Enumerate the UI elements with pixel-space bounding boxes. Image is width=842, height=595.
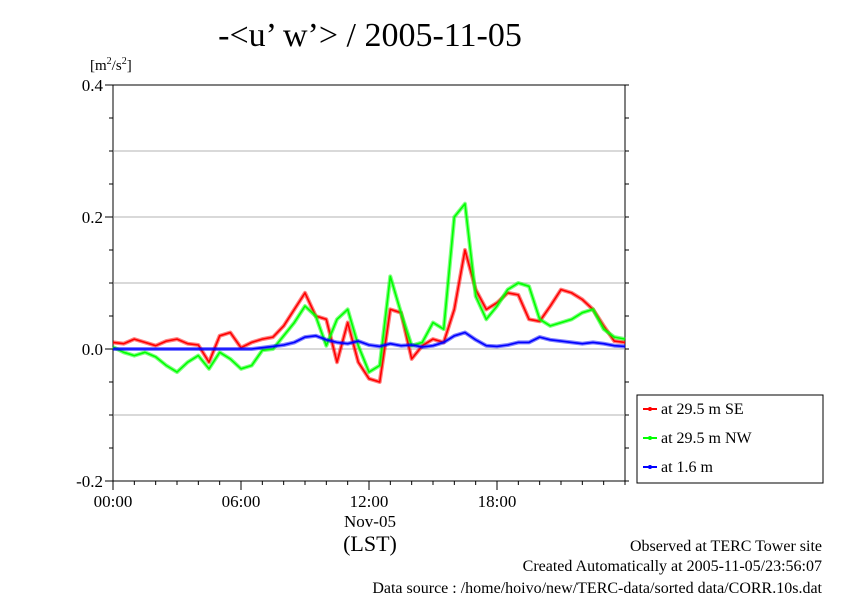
- footer-observed: Observed at TERC Tower site: [630, 538, 822, 555]
- x-tick-label: 00:00: [94, 492, 133, 511]
- legend-label: at 29.5 m NW: [661, 430, 753, 447]
- legend-marker: [648, 436, 652, 440]
- y-axis: 0.4 0.2 0.0 -0.2: [76, 76, 629, 491]
- x-axis: 00:00 06:00 12:00 18:00: [94, 481, 626, 511]
- y-tick-label: -0.2: [76, 472, 103, 491]
- x-tick-label: 18:00: [478, 492, 517, 511]
- series-group: [112, 201, 626, 384]
- series-line: [113, 331, 626, 350]
- legend-box: [636, 394, 824, 484]
- series-line: [112, 203, 626, 373]
- y-tick-label: 0.4: [82, 76, 104, 95]
- legend-label: at 1.6 m: [661, 459, 714, 476]
- x-tick-label: 12:00: [350, 492, 389, 511]
- chart-title: -<u’ w’> / 2005-11-05: [218, 17, 522, 54]
- footer-data-source: Data source : /home/hoivo/new/TERC-data/…: [372, 580, 822, 595]
- x-tick-label: 06:00: [222, 492, 261, 511]
- x-axis-timezone-label: (LST): [343, 531, 397, 556]
- y-tick-label: 0.2: [82, 208, 103, 227]
- legend-label: at 29.5 m SE: [661, 401, 744, 418]
- y-tick-label: 0.0: [82, 340, 103, 359]
- footer-created: Created Automatically at 2005-11-05/23:5…: [523, 558, 822, 575]
- legend: at 29.5 m SE at 29.5 m NW at 1.6 m: [643, 401, 753, 476]
- y-axis-unit-label: [m2/s2]: [90, 56, 132, 74]
- x-axis-date-label: Nov-05: [344, 512, 396, 531]
- legend-marker: [648, 407, 652, 411]
- legend-marker: [648, 465, 652, 469]
- series-line-halo: [113, 330, 626, 351]
